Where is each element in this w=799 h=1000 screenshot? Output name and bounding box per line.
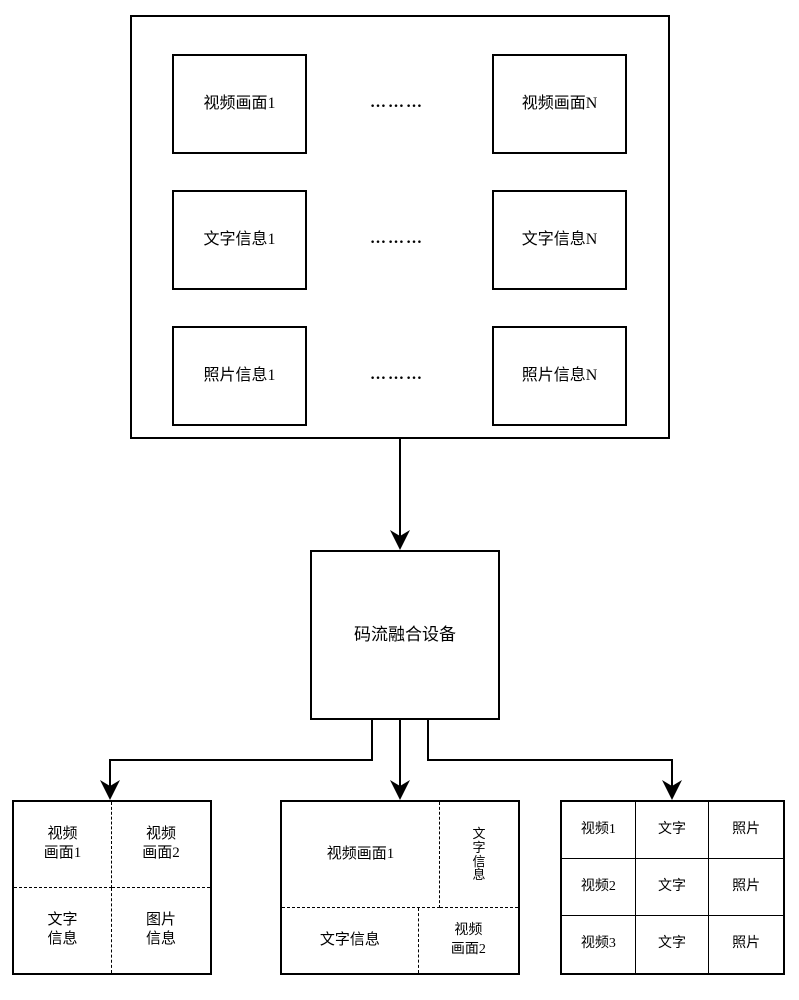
- output-cell: 视频2: [562, 859, 636, 916]
- output-cell: 文 字 信 息: [440, 802, 518, 908]
- arrow-fusion-to-right: [428, 720, 672, 796]
- output-cell: 文字: [636, 916, 710, 973]
- output-cell: 照片: [709, 802, 783, 859]
- output-cell: 文字: [636, 802, 710, 859]
- output-cell: 文字信息: [282, 908, 419, 973]
- output-cell: 文字 信息: [14, 888, 112, 974]
- output-cell: 文字: [636, 859, 710, 916]
- ellipsis-icon: ………: [370, 366, 424, 384]
- output-layout-left: 视频 画面1 视频 画面2 文字 信息 图片 信息: [12, 800, 212, 975]
- output-cell: 视频 画面2: [112, 802, 210, 888]
- arrow-fusion-to-left: [110, 720, 372, 796]
- label: 视频画面1: [203, 93, 275, 115]
- label: 码流融合设备: [354, 623, 456, 647]
- output-cell: 视频 画面2: [419, 908, 518, 973]
- fusion-device-box: 码流融合设备: [310, 550, 500, 720]
- source-video-n: 视频画面N: [492, 54, 627, 154]
- output-cell: 视频 画面1: [14, 802, 112, 888]
- output-layout-center: 视频画面1 文 字 信 息 文字信息 视频 画面2: [280, 800, 520, 975]
- output-cell: 图片 信息: [112, 888, 210, 974]
- output-layout-right: 视频1 文字 照片 视频2 文字 照片 视频3 文字 照片: [560, 800, 785, 975]
- source-photo-n: 照片信息N: [492, 326, 627, 426]
- output-cell: 视频3: [562, 916, 636, 973]
- ellipsis-icon: ………: [370, 94, 424, 112]
- label: 文字信息1: [203, 229, 275, 251]
- ellipsis-icon: ………: [370, 230, 424, 248]
- source-text-1: 文字信息1: [172, 190, 307, 290]
- source-text-n: 文字信息N: [492, 190, 627, 290]
- output-cell: 视频画面1: [282, 802, 440, 908]
- output-cell: 照片: [709, 916, 783, 973]
- label: 文字信息N: [522, 229, 598, 251]
- label: 视频画面N: [522, 93, 598, 115]
- source-video-1: 视频画面1: [172, 54, 307, 154]
- source-photo-1: 照片信息1: [172, 326, 307, 426]
- label: 照片信息N: [522, 365, 598, 387]
- output-cell: 视频1: [562, 802, 636, 859]
- label: 照片信息1: [203, 365, 275, 387]
- output-cell: 照片: [709, 859, 783, 916]
